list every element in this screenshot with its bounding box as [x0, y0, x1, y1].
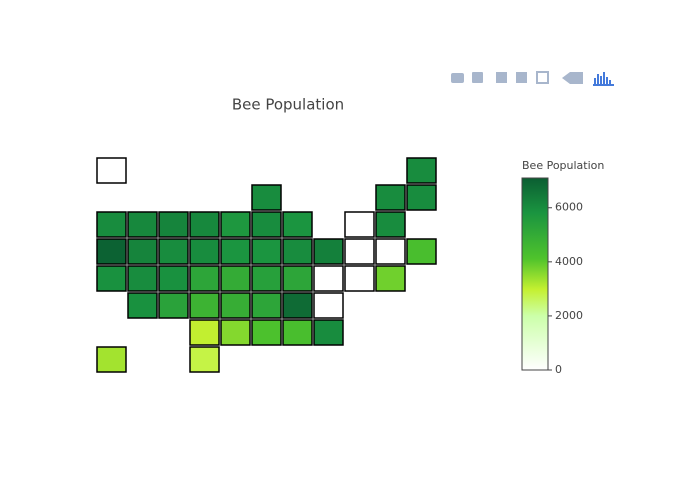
state	[282, 238, 313, 265]
state	[375, 265, 406, 292]
state	[158, 292, 189, 319]
state	[127, 211, 158, 238]
toolbar	[451, 71, 614, 86]
state	[189, 238, 220, 265]
state	[189, 319, 220, 346]
save-icon[interactable]	[472, 72, 483, 83]
state	[220, 238, 251, 265]
state	[313, 319, 344, 346]
zoom-in-icon[interactable]	[496, 72, 507, 83]
state	[251, 238, 282, 265]
state-no-data	[96, 157, 127, 184]
state	[220, 292, 251, 319]
state	[96, 346, 127, 373]
state	[220, 319, 251, 346]
state	[375, 211, 406, 238]
state	[282, 265, 313, 292]
camera-icon[interactable]	[451, 73, 464, 83]
state-no-data	[344, 265, 375, 292]
state	[189, 265, 220, 292]
colorbar-tick-label: 0	[555, 363, 562, 376]
state-no-data	[344, 211, 375, 238]
state-no-data	[313, 292, 344, 319]
map	[96, 157, 437, 373]
state	[127, 292, 158, 319]
state	[127, 238, 158, 265]
state-no-data	[375, 238, 406, 265]
state	[127, 265, 158, 292]
state	[189, 346, 220, 373]
state-no-data	[344, 238, 375, 265]
state	[158, 211, 189, 238]
state	[406, 157, 437, 184]
state	[375, 184, 406, 211]
state	[251, 319, 282, 346]
colorbar-tick-label: 2000	[555, 309, 583, 322]
colorbar-tick-label: 6000	[555, 201, 583, 214]
state	[220, 265, 251, 292]
state	[406, 238, 437, 265]
state	[220, 211, 251, 238]
state	[251, 265, 282, 292]
colorbar-title: Bee Population	[522, 159, 604, 172]
state	[406, 184, 437, 211]
state	[158, 265, 189, 292]
state	[96, 265, 127, 292]
state	[282, 319, 313, 346]
plotly-logo[interactable]	[593, 72, 614, 86]
zoom-out-icon[interactable]	[516, 72, 527, 83]
state	[313, 238, 344, 265]
state	[189, 211, 220, 238]
colorbar-tick-label: 4000	[555, 255, 583, 268]
state	[282, 292, 313, 319]
colorbar	[521, 177, 549, 371]
state	[158, 238, 189, 265]
pan-icon[interactable]	[562, 72, 583, 84]
reset-icon[interactable]	[536, 71, 549, 84]
state	[251, 184, 282, 211]
state-no-data	[313, 265, 344, 292]
state	[189, 292, 220, 319]
state	[251, 211, 282, 238]
state	[96, 211, 127, 238]
state	[282, 211, 313, 238]
state	[251, 292, 282, 319]
chart-title: Bee Population	[232, 96, 344, 114]
state	[96, 238, 127, 265]
